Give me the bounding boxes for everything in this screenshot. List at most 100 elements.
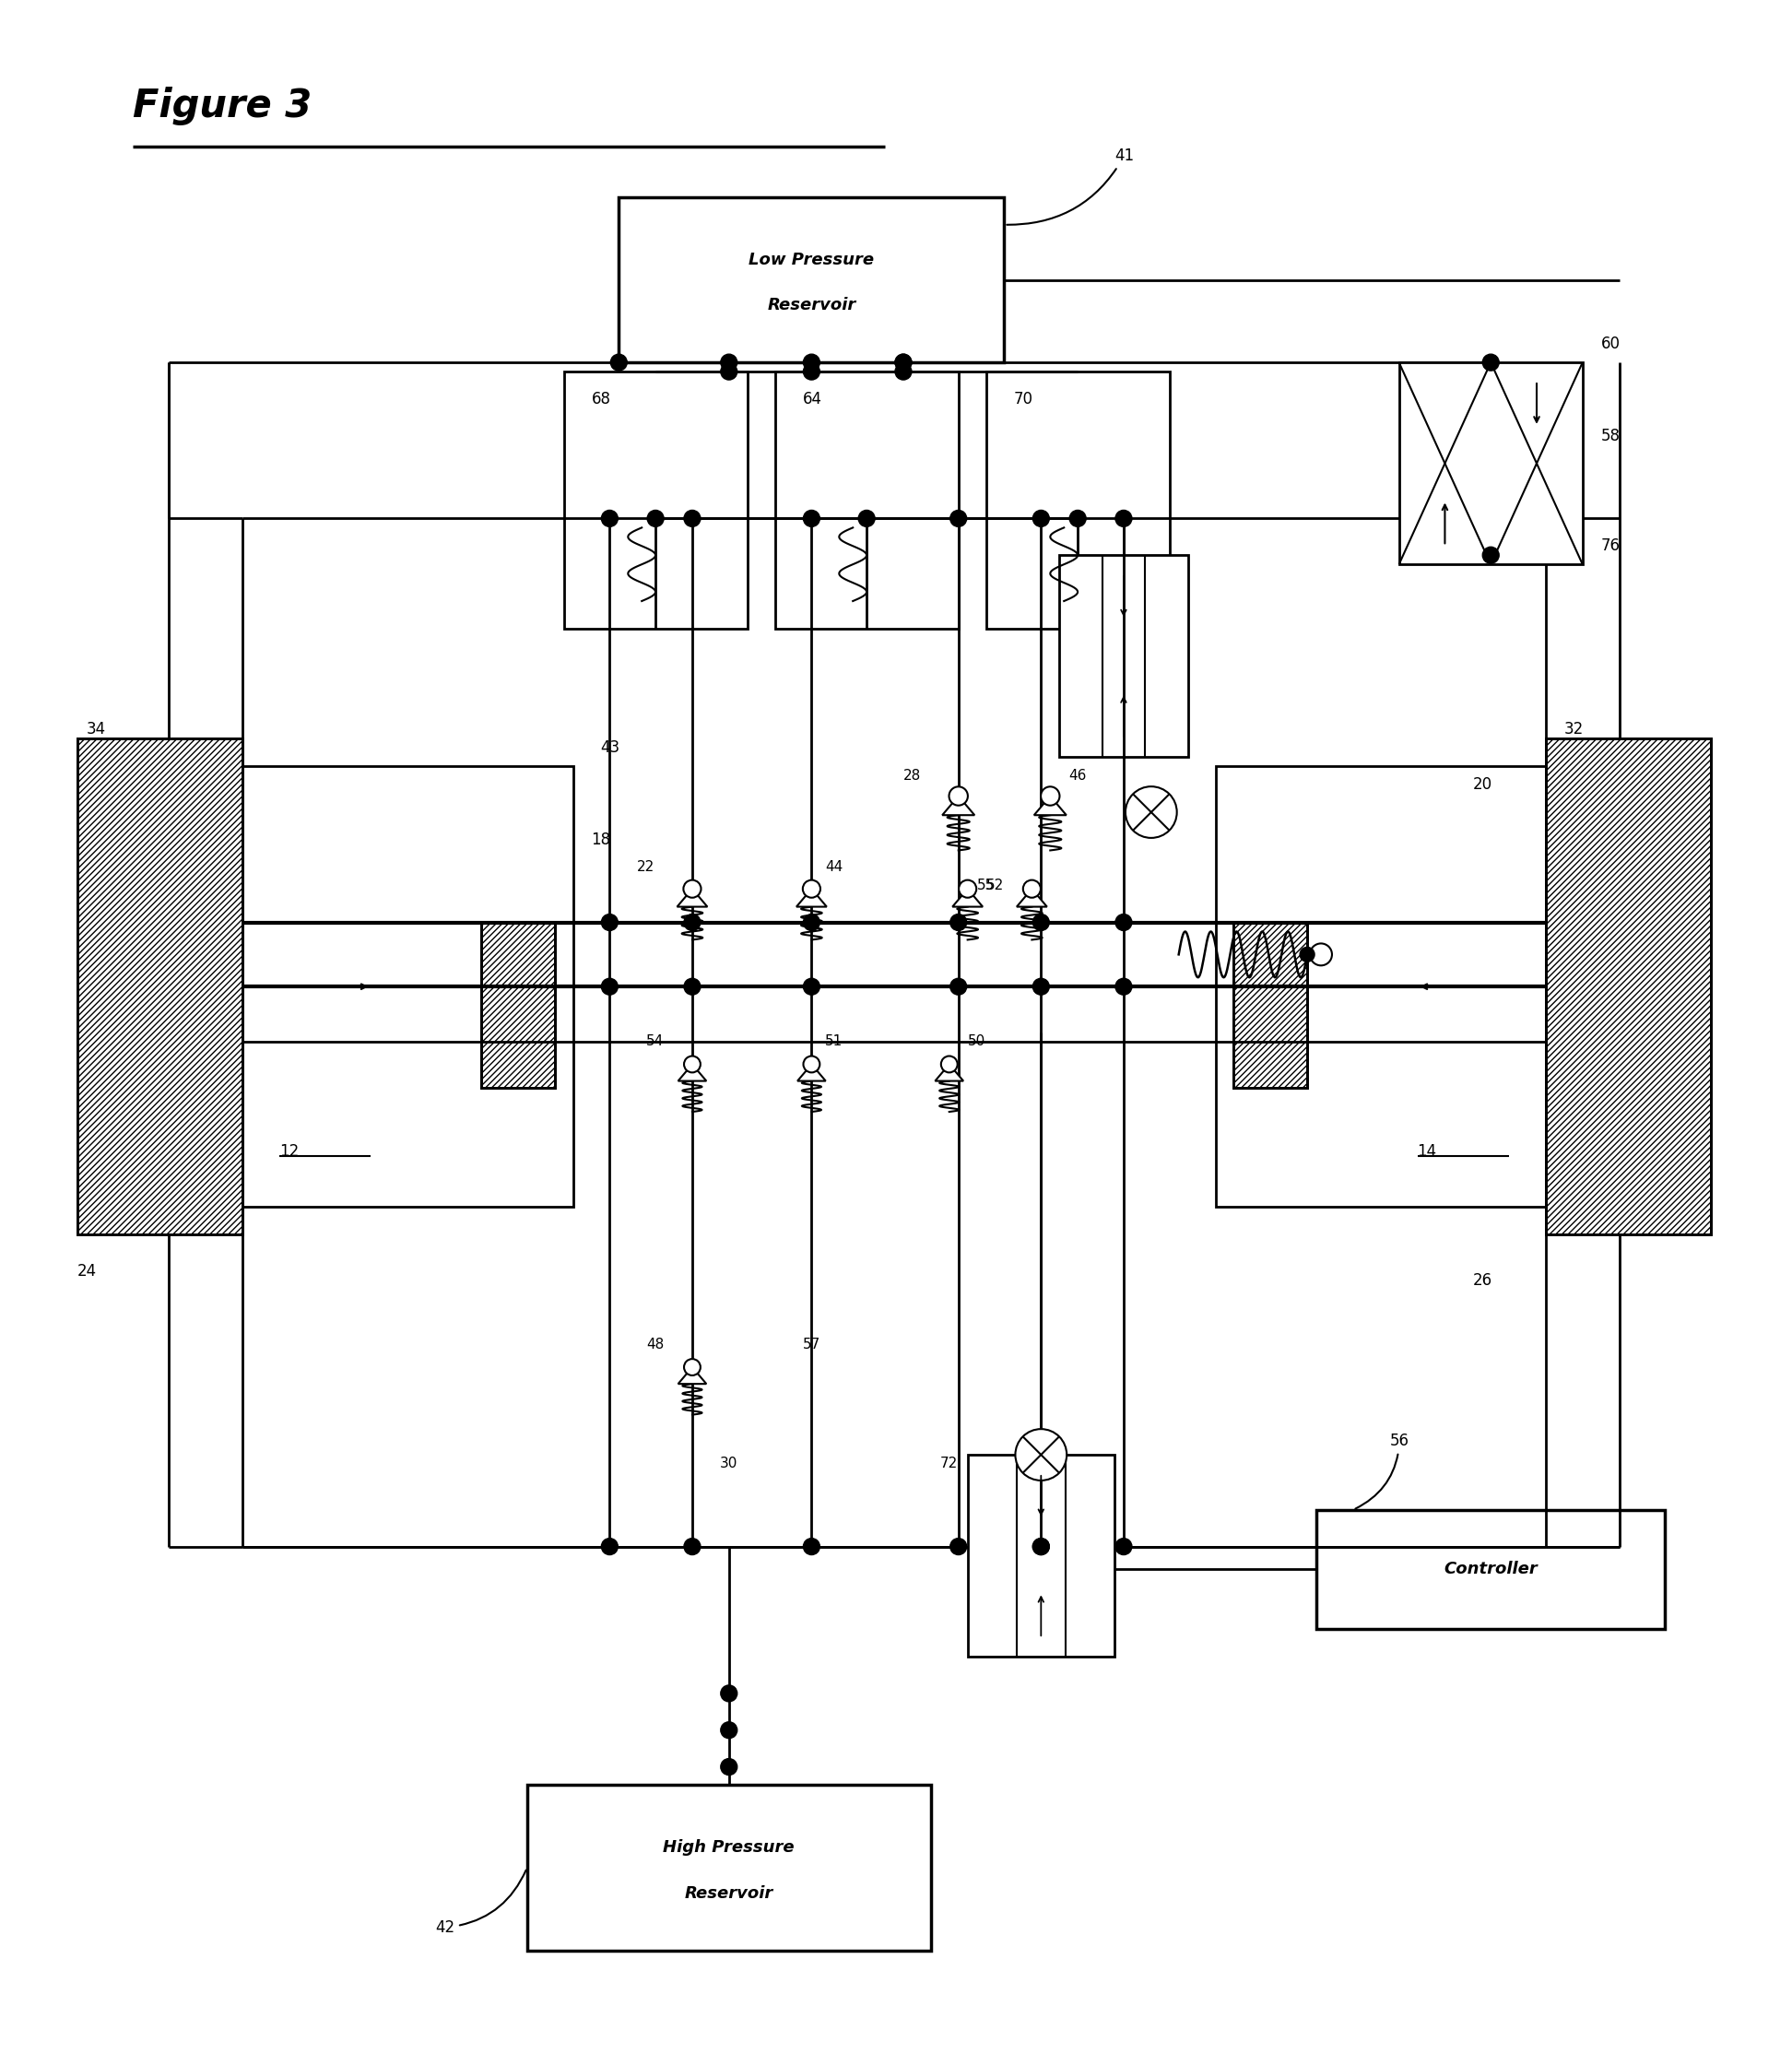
Bar — [77, 739, 242, 1235]
Circle shape — [1125, 787, 1177, 838]
Text: 24: 24 — [77, 1264, 97, 1280]
Bar — [480, 923, 554, 1088]
Bar — [1317, 1510, 1665, 1629]
Circle shape — [602, 915, 618, 931]
Circle shape — [720, 1685, 737, 1702]
Bar — [968, 1454, 1115, 1656]
Circle shape — [1032, 979, 1050, 995]
Bar — [1233, 923, 1306, 1088]
Text: High Pressure: High Pressure — [663, 1840, 794, 1856]
Text: 72: 72 — [941, 1458, 957, 1470]
Circle shape — [1032, 510, 1050, 527]
Circle shape — [1032, 1538, 1050, 1555]
Text: 34: 34 — [86, 721, 106, 737]
Text: 76: 76 — [1600, 537, 1620, 553]
Text: 41: 41 — [1007, 147, 1134, 225]
Text: 46: 46 — [1068, 768, 1086, 783]
Text: 57: 57 — [803, 1338, 821, 1351]
Text: 52: 52 — [986, 880, 1004, 892]
Bar — [1233, 923, 1306, 1088]
Circle shape — [1115, 1538, 1133, 1555]
Text: Reservoir: Reservoir — [767, 297, 857, 314]
Circle shape — [685, 1538, 701, 1555]
Text: 54: 54 — [647, 1035, 665, 1049]
Text: 26: 26 — [1473, 1272, 1493, 1289]
Polygon shape — [677, 888, 708, 907]
Bar — [1546, 739, 1711, 1235]
Circle shape — [803, 915, 819, 931]
Circle shape — [683, 880, 701, 898]
Circle shape — [602, 1538, 618, 1555]
Text: 60: 60 — [1600, 337, 1620, 353]
Polygon shape — [943, 795, 975, 816]
Circle shape — [950, 915, 966, 931]
Text: 14: 14 — [1417, 1144, 1437, 1161]
Text: 32: 32 — [1564, 721, 1584, 737]
Bar — [564, 372, 747, 628]
Text: Low Pressure: Low Pressure — [749, 252, 874, 268]
Circle shape — [950, 510, 966, 527]
Text: 44: 44 — [826, 861, 842, 873]
Circle shape — [1023, 880, 1041, 898]
Circle shape — [685, 510, 701, 527]
Circle shape — [1032, 915, 1050, 931]
Circle shape — [685, 1055, 701, 1072]
Circle shape — [950, 979, 966, 995]
Text: 20: 20 — [1473, 776, 1493, 793]
Polygon shape — [1016, 888, 1047, 907]
Circle shape — [803, 355, 819, 372]
Polygon shape — [796, 888, 826, 907]
Text: 50: 50 — [968, 1035, 986, 1049]
Circle shape — [950, 1538, 966, 1555]
Text: Reservoir: Reservoir — [685, 1885, 774, 1902]
Text: 22: 22 — [638, 861, 654, 873]
Circle shape — [720, 355, 737, 372]
Bar — [1059, 555, 1188, 758]
Text: 68: 68 — [591, 390, 611, 407]
Circle shape — [1070, 510, 1086, 527]
Bar — [1546, 739, 1711, 1235]
Circle shape — [685, 979, 701, 995]
Circle shape — [720, 1722, 737, 1739]
Circle shape — [1016, 1429, 1066, 1481]
Circle shape — [1299, 948, 1315, 962]
Text: 55: 55 — [977, 880, 995, 892]
Circle shape — [1115, 979, 1133, 995]
Circle shape — [950, 787, 968, 805]
Text: 64: 64 — [803, 390, 823, 407]
Bar — [1215, 766, 1546, 1206]
Text: 18: 18 — [591, 832, 611, 849]
Circle shape — [1482, 355, 1500, 372]
Circle shape — [1310, 944, 1331, 966]
Circle shape — [1482, 547, 1500, 564]
Text: Figure 3: Figure 3 — [133, 87, 312, 126]
Circle shape — [685, 915, 701, 931]
Circle shape — [720, 1759, 737, 1776]
Polygon shape — [1034, 795, 1066, 816]
Bar — [77, 739, 242, 1235]
Circle shape — [941, 1055, 957, 1072]
Text: 12: 12 — [280, 1144, 299, 1161]
Circle shape — [894, 363, 912, 380]
Circle shape — [1115, 915, 1133, 931]
Circle shape — [685, 1359, 701, 1375]
Circle shape — [894, 355, 912, 372]
Polygon shape — [953, 888, 982, 907]
Circle shape — [1032, 1538, 1050, 1555]
Bar — [986, 372, 1170, 628]
Text: 51: 51 — [826, 1035, 842, 1049]
Circle shape — [894, 355, 912, 372]
Polygon shape — [797, 1063, 826, 1080]
Circle shape — [602, 510, 618, 527]
Polygon shape — [677, 1063, 706, 1080]
Circle shape — [720, 363, 737, 380]
Circle shape — [1115, 510, 1133, 527]
Bar — [242, 766, 573, 1206]
Polygon shape — [677, 1367, 706, 1384]
Circle shape — [858, 510, 874, 527]
Circle shape — [803, 1055, 819, 1072]
Bar — [618, 196, 1004, 363]
Bar — [527, 1786, 930, 1951]
Circle shape — [611, 355, 627, 372]
Text: 43: 43 — [600, 739, 620, 756]
